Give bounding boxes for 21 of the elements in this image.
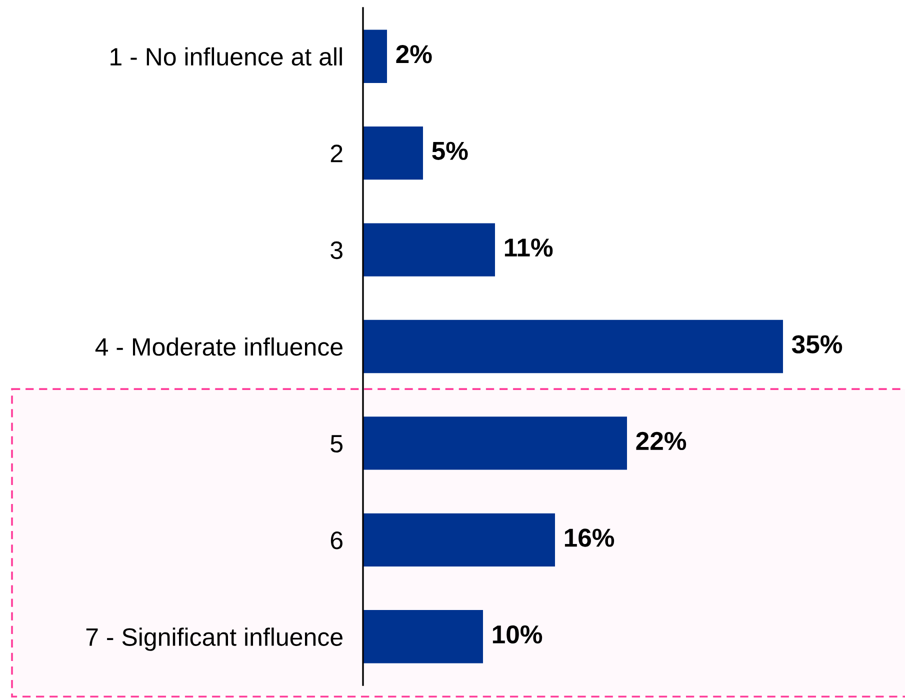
data-label: 22% <box>636 432 686 450</box>
bar <box>363 30 387 83</box>
y-tick-label: 2 <box>330 144 342 162</box>
bar <box>363 126 423 180</box>
data-label: 10% <box>492 625 542 644</box>
data-label: 35% <box>792 335 842 354</box>
bar <box>363 223 495 276</box>
data-label: 16% <box>564 528 614 547</box>
y-tick-label: 5 <box>330 435 343 453</box>
y-tick-label: 4 - Moderate influence <box>95 337 342 356</box>
bar <box>363 513 555 567</box>
bar <box>363 610 483 664</box>
y-tick-label: 1 - No influence at all <box>110 47 342 66</box>
data-label: 5% <box>432 142 468 160</box>
data-label: 2% <box>396 45 432 64</box>
y-tick-label: 6 <box>330 532 342 550</box>
y-tick-label: 3 <box>330 241 342 260</box>
y-tick-label: 7 - Significant influence <box>86 628 342 651</box>
bar <box>363 416 627 470</box>
data-label: 11% <box>504 238 553 257</box>
bar <box>363 320 783 374</box>
